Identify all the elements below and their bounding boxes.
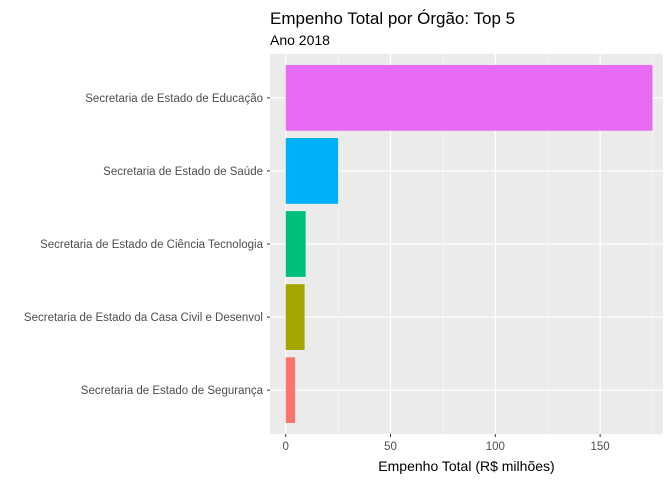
- bar: [285, 211, 306, 277]
- bar: [285, 64, 653, 131]
- y-tick-label: Secretaria de Estado de Segurança: [81, 385, 264, 397]
- chart-subtitle: Ano 2018: [270, 32, 330, 48]
- x-tick-label: 100: [486, 441, 505, 453]
- bars: [285, 64, 653, 424]
- x-tick-label: 0: [283, 441, 289, 453]
- y-axis: Secretaria de Estado de Educação Secretar…: [24, 93, 270, 397]
- y-tick-label: Secretaria de Estado de Educação: [85, 93, 263, 105]
- bar: [285, 357, 296, 424]
- y-tick-label: Secretaria de Estado de Saúde: [103, 166, 263, 178]
- bar: [285, 284, 305, 350]
- x-axis-title: Empenho Total (R$ milhões): [378, 458, 554, 474]
- bar: [285, 138, 339, 204]
- y-tick-label: Secretaria de Estado de Ciência Tecnolog…: [40, 239, 264, 251]
- x-tick-label: 150: [591, 441, 610, 453]
- y-tick-label: Secretaria de Estado da Casa Civil e Des…: [24, 312, 263, 324]
- chart-title: Empenho Total por Órgão: Top 5: [270, 9, 515, 28]
- x-axis: 0 50 100 150: [283, 434, 610, 453]
- x-tick-label: 50: [384, 441, 397, 453]
